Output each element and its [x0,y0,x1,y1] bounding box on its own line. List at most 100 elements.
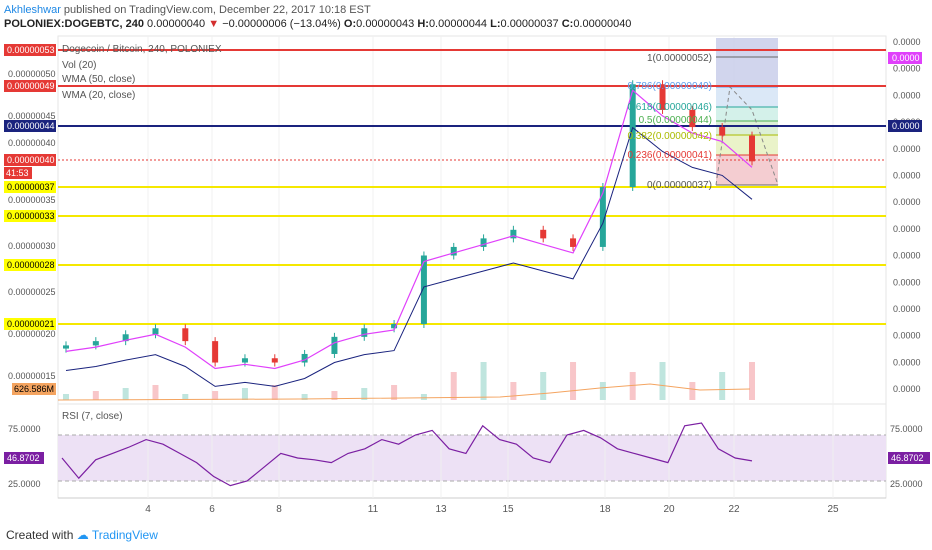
volume-bar [391,385,398,400]
left-tick: 0.00000015 [8,371,56,381]
grid [147,36,834,498]
created-with-text: Created with [6,528,74,542]
down-arrow-icon: ▼ [208,18,220,30]
left-tick: 0.00000050 [8,69,56,79]
legend-wma50: WMA (50, close) [62,74,135,85]
close-value: 0.00000040 [573,18,632,30]
volume-bar [152,385,159,400]
author-link[interactable]: Akhleshwar [4,4,61,16]
price-chart[interactable]: 1(0.00000052) 0.786(0.00000049) 0.618(0.… [0,0,932,520]
candles [63,80,755,367]
volume-bar [92,391,99,400]
left-tick: 0.00000035 [8,195,56,205]
candle-body [450,246,457,256]
volume-bar [659,362,666,400]
fib-label-786: 0.786(0.00000049) [627,81,712,92]
x-tick-label: 22 [728,504,740,515]
high-label: H: [417,18,429,30]
left-badge-volume: 626.586M [12,383,56,395]
legend-rsi: RSI (7, close) [62,411,123,422]
volume-ma-line [57,383,751,401]
fib-zone-top [716,38,778,87]
candle-body [391,324,398,329]
fib-label-236: 0.236(0.00000041) [627,150,712,161]
candle-body [540,229,547,239]
legend-vol: Vol (20) [62,60,96,71]
right-tick-label: 0.0000 [893,64,921,74]
candle-body [301,353,308,363]
right-badge-text: 0.0000 [892,53,920,63]
fib-zone-618 [716,107,778,121]
candle-body [749,135,755,162]
right-tick-label: 0.0000 [893,251,921,261]
low-label: L: [490,18,501,30]
left-badge-33: 0.00000033 [4,210,56,222]
left-tick: 0.00000045 [8,111,56,121]
left-badge-text: 41:53 [6,168,29,178]
left-tick: 0.00000025 [8,287,56,297]
left-badge-28: 0.00000028 [4,259,56,271]
candle-body [152,328,159,335]
left-badge-text: 0.00000044 [7,121,55,131]
rsi-left-badge-text: 46.8702 [7,453,40,463]
symbol-header: POLONIEX:DOGEBTC, 240 0.00000040 ▼ −0.00… [4,18,631,30]
candle-body [570,238,577,247]
right-badge-pink: 0.0000 [888,52,922,64]
left-badge-21: 0.00000021 [4,318,56,330]
left-badge-text: 0.00000049 [7,81,55,91]
volume-bar [241,388,248,400]
candle-body [271,358,278,363]
candle-body [212,341,219,363]
volume-bar [480,362,487,400]
left-badge-timer: 41:53 [4,167,32,179]
right-tick-label: 0.0000 [893,37,921,47]
left-tick: 0.00000030 [8,241,56,251]
price-change: −0.00000006 (−13.04%) [222,18,341,30]
tradingview-brand[interactable]: TradingView [91,528,158,542]
rsi-line [61,422,753,487]
footer: Created with ☁ TradingView [6,528,158,542]
rsi-tick-25: 25.0000 [890,479,923,489]
tradingview-logo-icon[interactable]: ☁ [76,528,89,542]
right-tick-label: 0.0000 [893,331,921,341]
x-tick-label: 20 [663,504,675,515]
right-tick-label: 0.0000 [893,144,921,154]
published-text: published on TradingView.com, December 2… [63,4,371,16]
right-tick-label: 0.0000 [893,384,921,394]
right-badge-blue: 0.0000 [888,120,922,132]
rsi-left-tick-75: 75.0000 [8,424,41,434]
rsi-right-badge: 46.8702 [888,452,930,464]
candle-body [92,341,99,346]
volume-bar [719,372,726,400]
left-tick: 0.00000020 [8,329,56,339]
candle-body [241,358,248,363]
left-badge-44: 0.00000044 [4,120,56,132]
publish-header: Akhleshwar published on TradingView.com,… [4,4,371,16]
x-tick-label: 25 [827,504,839,515]
open-value: 0.00000043 [356,18,415,30]
x-tick-label: 6 [209,504,215,515]
legend-wma20: WMA (20, close) [62,90,135,101]
fib-label-1: 1(0.00000052) [647,53,712,64]
rsi-left-badge: 46.8702 [4,452,44,464]
volume-bar [361,388,368,400]
candle-body [719,127,726,136]
rsi-band [58,435,886,481]
wma20-line [65,89,753,370]
right-tick-label: 0.0000 [893,171,921,181]
rsi-right-badge-text: 46.8702 [891,453,924,463]
candle-body [420,255,427,324]
rsi-tick-75: 75.0000 [890,424,923,434]
volume-bar [182,394,189,400]
candle-body [63,345,69,349]
volume-bar [629,372,636,400]
fib-zone-5 [716,121,778,135]
right-tick-label: 0.0000 [893,277,921,287]
left-badge-text: 0.00000028 [7,260,55,270]
fib-trend-line [715,85,779,186]
right-tick-label: 0.0000 [893,90,921,100]
left-badge-53: 0.00000053 [4,44,56,56]
volume-bar [420,394,427,400]
legend-title: Dogecoin / Bitcoin, 240, POLONIEX [62,44,222,55]
